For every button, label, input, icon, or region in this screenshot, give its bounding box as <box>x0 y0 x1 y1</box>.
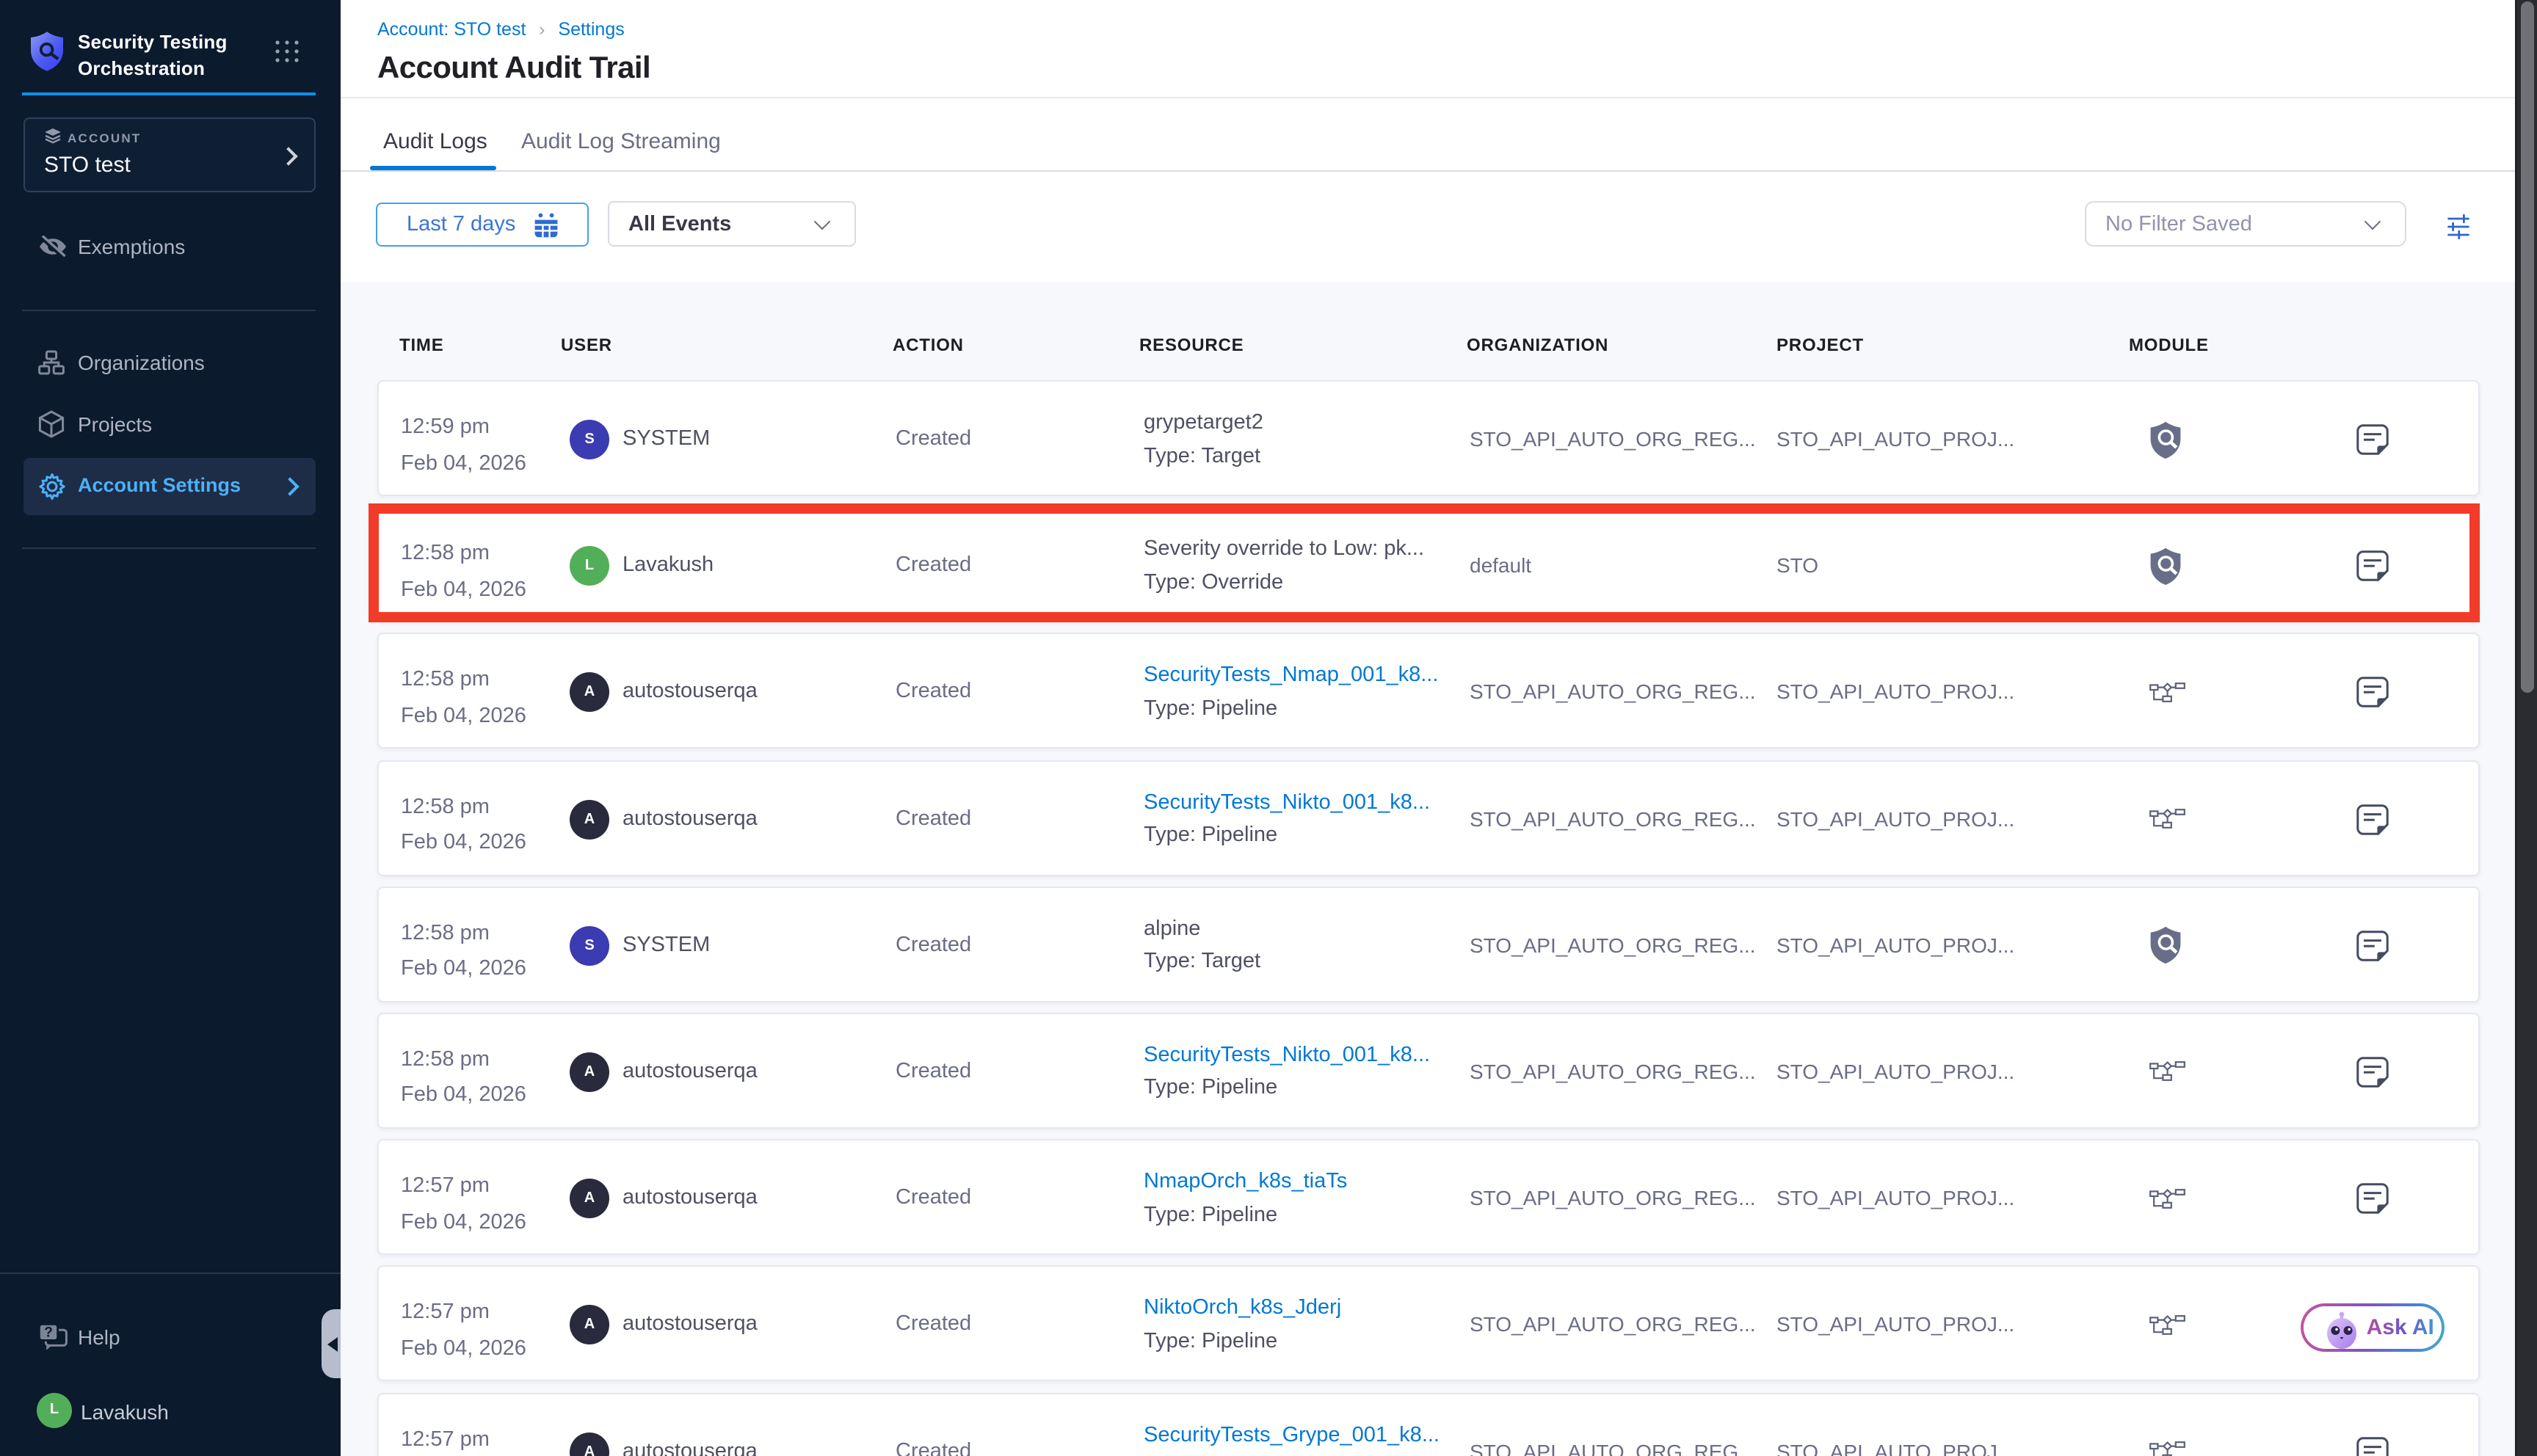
svg-text:?: ? <box>44 1325 53 1341</box>
